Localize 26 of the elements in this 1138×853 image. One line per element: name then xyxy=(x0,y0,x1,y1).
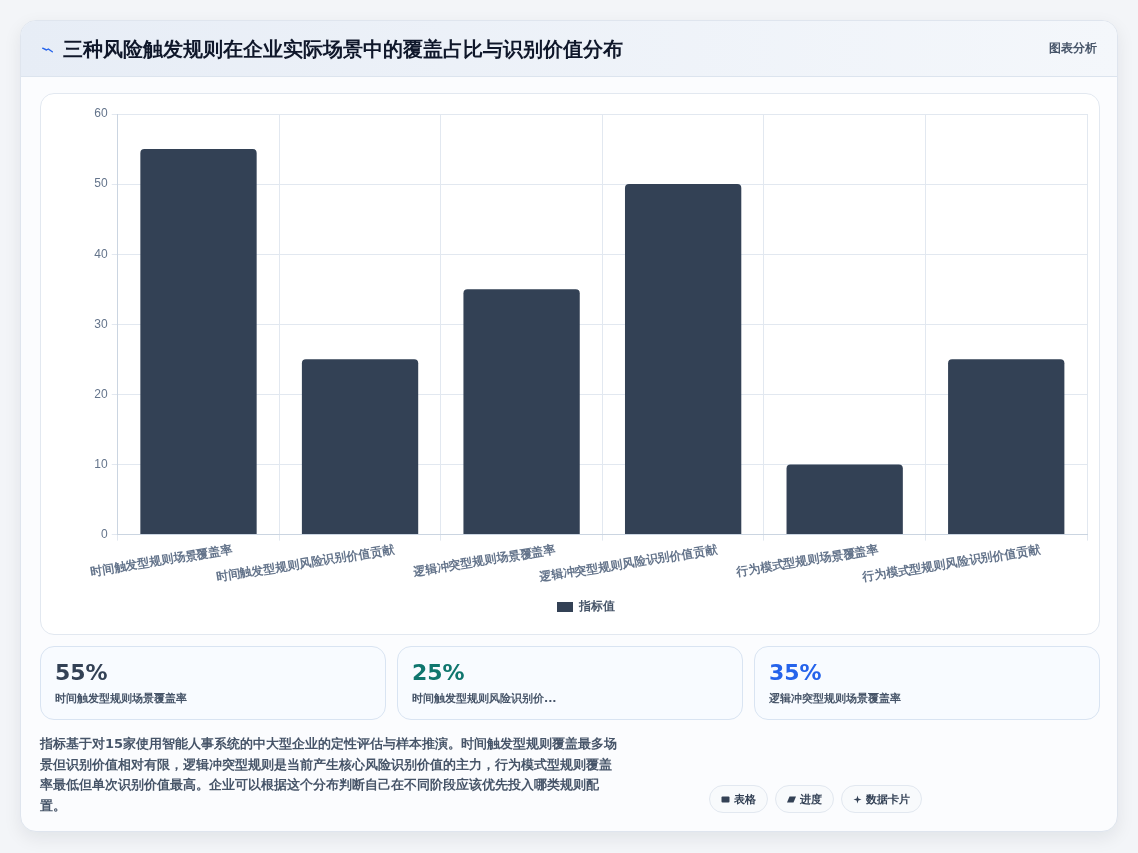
stat-card: 35% 逻辑冲突型规则场景覆盖率 xyxy=(754,646,1100,720)
text: 图表分析 xyxy=(1049,40,1097,57)
y-tick-label: 0 xyxy=(101,526,109,541)
bar xyxy=(140,149,257,535)
bar xyxy=(948,359,1065,535)
legend-label: 指标值 xyxy=(578,599,615,614)
bar xyxy=(786,464,903,535)
y-tick-label: 30 xyxy=(94,316,109,331)
bar xyxy=(301,359,419,535)
y-tick-label: 60 xyxy=(94,106,109,121)
chart-title: 三种风险触发规则在企业实际场景中的覆盖占比与识别价值分布 xyxy=(63,36,623,63)
stat-card: 25% 时间触发型规则风险识别价... xyxy=(397,646,743,720)
y-tick-label: 10 xyxy=(94,456,109,471)
y-tick-label: 20 xyxy=(94,386,109,401)
y-tick-label: 50 xyxy=(94,176,109,191)
y-tick-label: 40 xyxy=(94,246,109,261)
text: 指标基于对15家使用智能人事系统的中大型企业的定性评估与样本推演。时间触发型规则覆盖最多场景但识别价值相对有限，逻辑冲突型规则是当前产生核心风险识别价值的主力，行为模式型规则覆盖率最低但单次识别价值最高。企业可以根据这个分布判断自己在不同阶段应该优先投入哪类规则配置。 xyxy=(40,735,618,816)
view-button: 表格 xyxy=(709,785,768,813)
bar xyxy=(624,184,742,535)
view-button: 进度 xyxy=(775,785,834,813)
stat-card: 55% 时间触发型规则场景覆盖率 xyxy=(40,646,386,720)
category-label: 时间触发型规则场景覆盖率 xyxy=(55,691,187,707)
bar xyxy=(463,289,580,535)
category-label: 逻辑冲突型规则场景覆盖率 xyxy=(769,691,901,707)
category-label: 时间触发型规则风险识别价... xyxy=(412,691,557,707)
view-button: 数据卡片 xyxy=(841,785,922,813)
